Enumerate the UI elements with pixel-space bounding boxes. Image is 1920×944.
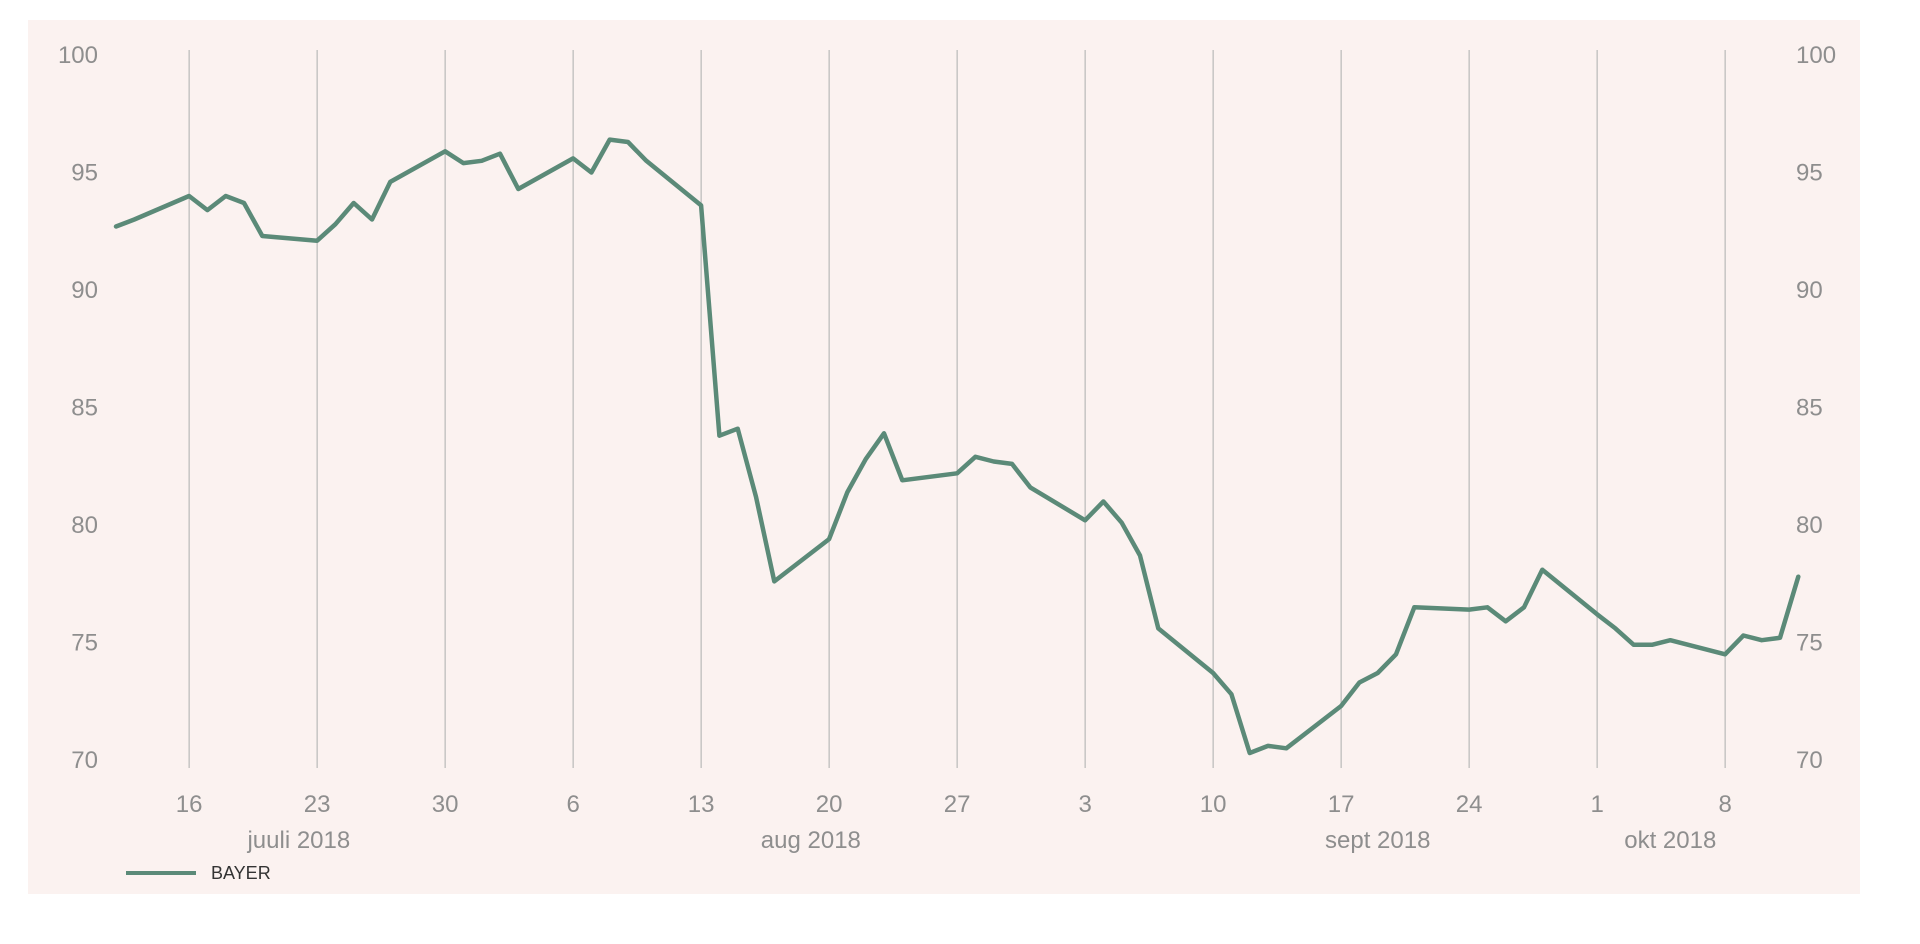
x-tick-label: 30: [432, 791, 459, 818]
legend-label-bayer: BAYER: [211, 863, 271, 883]
legend: BAYER: [126, 863, 271, 883]
y-tick-label-left: 85: [71, 395, 98, 422]
y-tick-label-left: 70: [71, 747, 98, 774]
y-tick-label-right: 95: [1796, 160, 1823, 187]
y-tick-label-right: 100: [1796, 42, 1836, 69]
x-tick-label: 10: [1200, 791, 1227, 818]
x-tick-label: 24: [1456, 791, 1483, 818]
x-month-label: okt 2018: [1624, 827, 1716, 854]
chart-panel: 100 95 90 85 80 75 70 100 95 90 85 80 75 70 16 23 30 6 1…: [28, 20, 1860, 894]
x-tick-label: 13: [688, 791, 715, 818]
x-tick-label: 1: [1590, 791, 1603, 818]
series-layer: [113, 137, 1801, 756]
y-axis-left: 100 95 90 85 80 75 70: [58, 42, 98, 774]
x-month-label: aug 2018: [761, 827, 861, 854]
x-tick-label: 23: [304, 791, 331, 818]
x-tick-label: 16: [176, 791, 203, 818]
y-tick-label-left: 90: [71, 277, 98, 304]
y-tick-label-right: 70: [1796, 747, 1823, 774]
x-tick-label: 20: [816, 791, 843, 818]
x-tick-label: 3: [1078, 791, 1091, 818]
gridlines: [188, 50, 1726, 768]
series-line-bayer: [113, 137, 1801, 756]
y-tick-label-left: 100: [58, 42, 98, 69]
y-tick-label-right: 75: [1796, 630, 1823, 657]
x-axis-day-labels: 16 23 30 6 13 20 27 3 10 17 24 1 8: [176, 791, 1732, 818]
y-tick-label-left: 95: [71, 160, 98, 187]
y-tick-label-right: 85: [1796, 395, 1823, 422]
y-tick-label-right: 80: [1796, 512, 1823, 539]
x-month-label: sept 2018: [1325, 827, 1430, 854]
y-tick-label-left: 75: [71, 630, 98, 657]
y-tick-label-left: 80: [71, 512, 98, 539]
y-axis-right: 100 95 90 85 80 75 70: [1796, 42, 1836, 774]
x-axis-month-labels: juuli 2018 aug 2018 sept 2018 okt 2018: [246, 827, 1716, 854]
x-tick-label: 27: [944, 791, 971, 818]
x-tick-label: 8: [1718, 791, 1731, 818]
x-month-label: juuli 2018: [246, 827, 350, 854]
x-tick-label: 17: [1328, 791, 1355, 818]
x-tick-label: 6: [566, 791, 579, 818]
y-tick-label-right: 90: [1796, 277, 1823, 304]
